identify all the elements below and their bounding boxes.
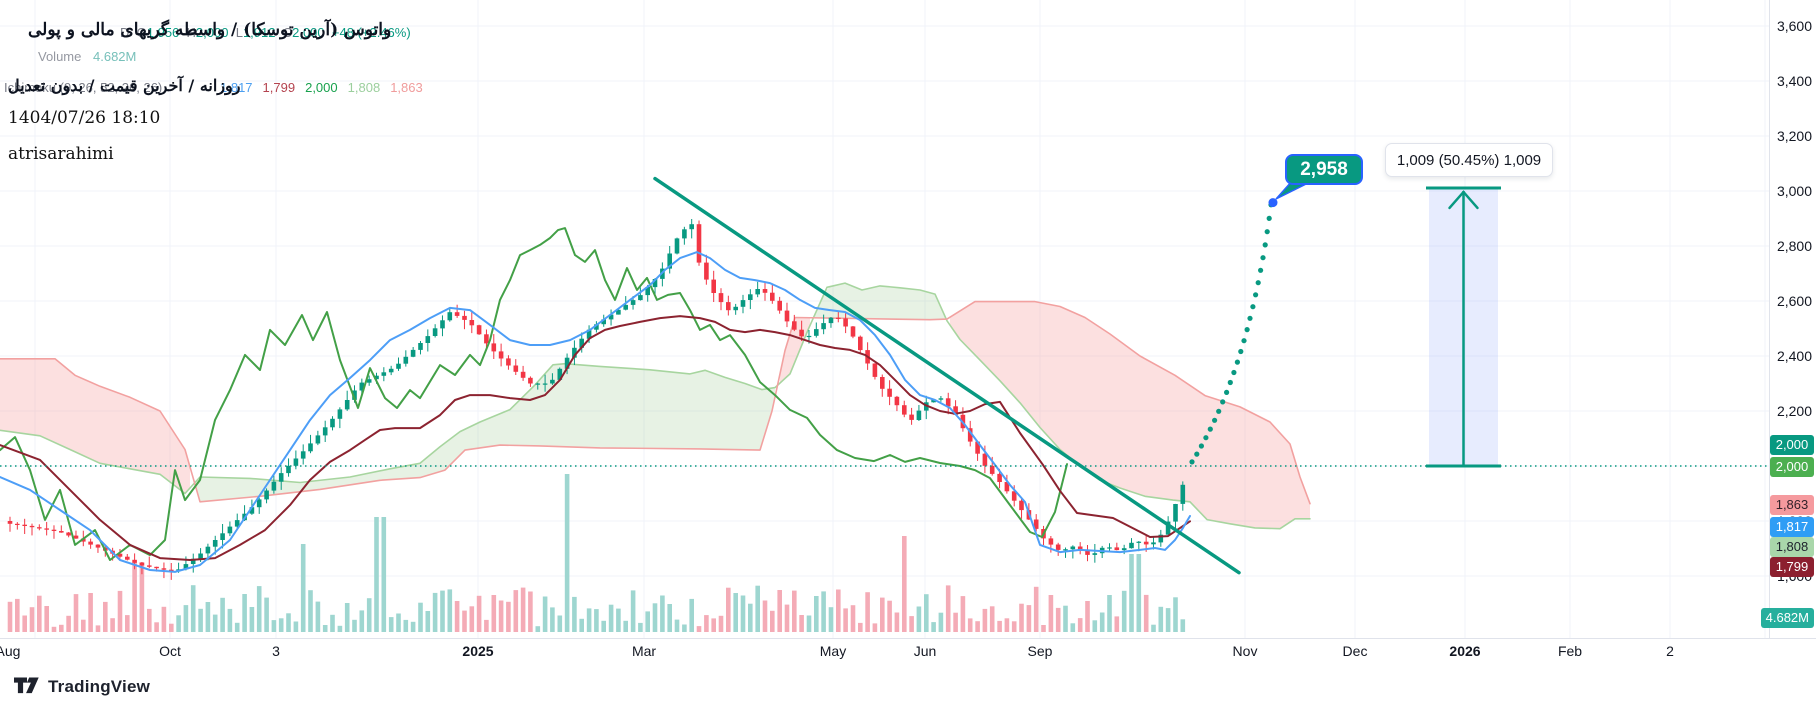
price-tick: 2,600 <box>1776 293 1812 309</box>
change-value: +48 (+2.46%) <box>331 25 411 40</box>
time-tick: Jun <box>913 643 937 659</box>
ichimoku-value: 1,799 <box>262 80 296 95</box>
price-tick: 3,400 <box>1776 73 1812 89</box>
open-label: O <box>136 25 147 40</box>
high-label: H <box>186 25 196 40</box>
tradingview-wordmark: TradingView <box>48 677 151 696</box>
ichimoku-value: 1,808 <box>347 80 381 95</box>
price-badge: 1,799 <box>1770 557 1814 577</box>
measure-value-text: 1,009 (50.45%) 1,009 <box>1396 151 1542 169</box>
time-scale[interactable]: Aug Oct 3 2025 Mar May Jun Sep Nov Dec 2026 Feb 2 <box>0 638 1816 666</box>
ichimoku-label: Ichimoku (9, 26, 52, 26, 26) <box>4 80 163 95</box>
interval-label: D <box>120 25 130 40</box>
price-tick: 3,000 <box>1776 183 1812 199</box>
high-value: 2,000 <box>195 25 229 40</box>
time-tick: 2025 <box>462 643 494 659</box>
ichimoku-value: 2,000 <box>305 80 338 95</box>
tradingview-logo[interactable]: TradingView <box>14 676 150 698</box>
time-tick: Feb <box>1557 643 1583 659</box>
price-tick: 3,600 <box>1776 18 1812 34</box>
time-tick: Mar <box>631 643 657 659</box>
price-badge: 2,000 <box>1770 457 1814 477</box>
ohlc-legend[interactable]: D O1,956 H2,000 L1,912 C2,000 +48 (+2.46… <box>120 25 411 40</box>
volume-legend[interactable]: Volume 4.682M <box>38 49 136 64</box>
volume-value: 4.682M <box>93 49 137 64</box>
price-badge: 4.682M <box>1760 608 1814 628</box>
time-tick: Oct <box>159 643 181 659</box>
open-value: 1,956 <box>146 25 180 40</box>
price-target-callout[interactable]: 2,958 <box>1285 154 1363 185</box>
measure-value-label[interactable]: 1,009 (50.45%) 1,009 <box>1385 143 1553 177</box>
price-badge: 1,817 <box>1770 517 1814 537</box>
chart-canvas[interactable] <box>0 0 1770 638</box>
price-badge: 1,808 <box>1770 537 1814 557</box>
time-tick: Sep <box>1027 643 1053 659</box>
close-label: C <box>282 25 293 40</box>
time-tick: Aug <box>0 643 21 659</box>
datetime-watermark: 1404/07/26 18:10 <box>8 108 161 128</box>
time-tick: Nov <box>1232 643 1258 659</box>
low-value: 1,912 <box>242 25 276 40</box>
price-tick: 2,200 <box>1776 403 1812 419</box>
time-tick: May <box>819 643 847 659</box>
price-tick: 2,800 <box>1776 238 1812 254</box>
price-badge: 1,863 <box>1770 495 1814 515</box>
price-tick: 3,200 <box>1776 128 1812 144</box>
symbol-title-overlay: واتوس (آرین توسکا) / واسطه گریهای مالی و… <box>28 20 392 40</box>
username-watermark: atrisarahimi <box>8 144 114 164</box>
ichimoku-value: 1,817 <box>220 80 253 95</box>
price-target-value: 2,958 <box>1300 158 1348 180</box>
time-tick: 2026 <box>1449 643 1481 659</box>
time-tick: 3 <box>272 643 280 659</box>
tradingview-mark-icon <box>14 677 39 694</box>
price-badge: 2,000 <box>1770 435 1814 455</box>
time-tick: 2 <box>1666 643 1674 659</box>
ichimoku-values: 1,817 1,799 2,000 1,808 1,863 <box>220 80 433 95</box>
low-label: L <box>235 25 243 40</box>
bottom-strip: TradingView <box>0 665 1816 711</box>
time-tick: Dec <box>1342 643 1368 659</box>
close-value: 2,000 <box>292 25 325 40</box>
price-tick: 2,400 <box>1776 348 1812 364</box>
ichimoku-value: 1,863 <box>390 80 423 95</box>
ichimoku-legend[interactable]: Ichimoku (9, 26, 52, 26, 26) <box>4 80 162 95</box>
price-scale[interactable]: 3,600 3,400 3,200 3,000 2,800 2,600 2,400 2,200… <box>1760 0 1816 638</box>
volume-label: Volume <box>38 49 82 64</box>
interval-overlay: روزانه / آخرین قیمت / بدون تعدیل <box>8 76 241 95</box>
